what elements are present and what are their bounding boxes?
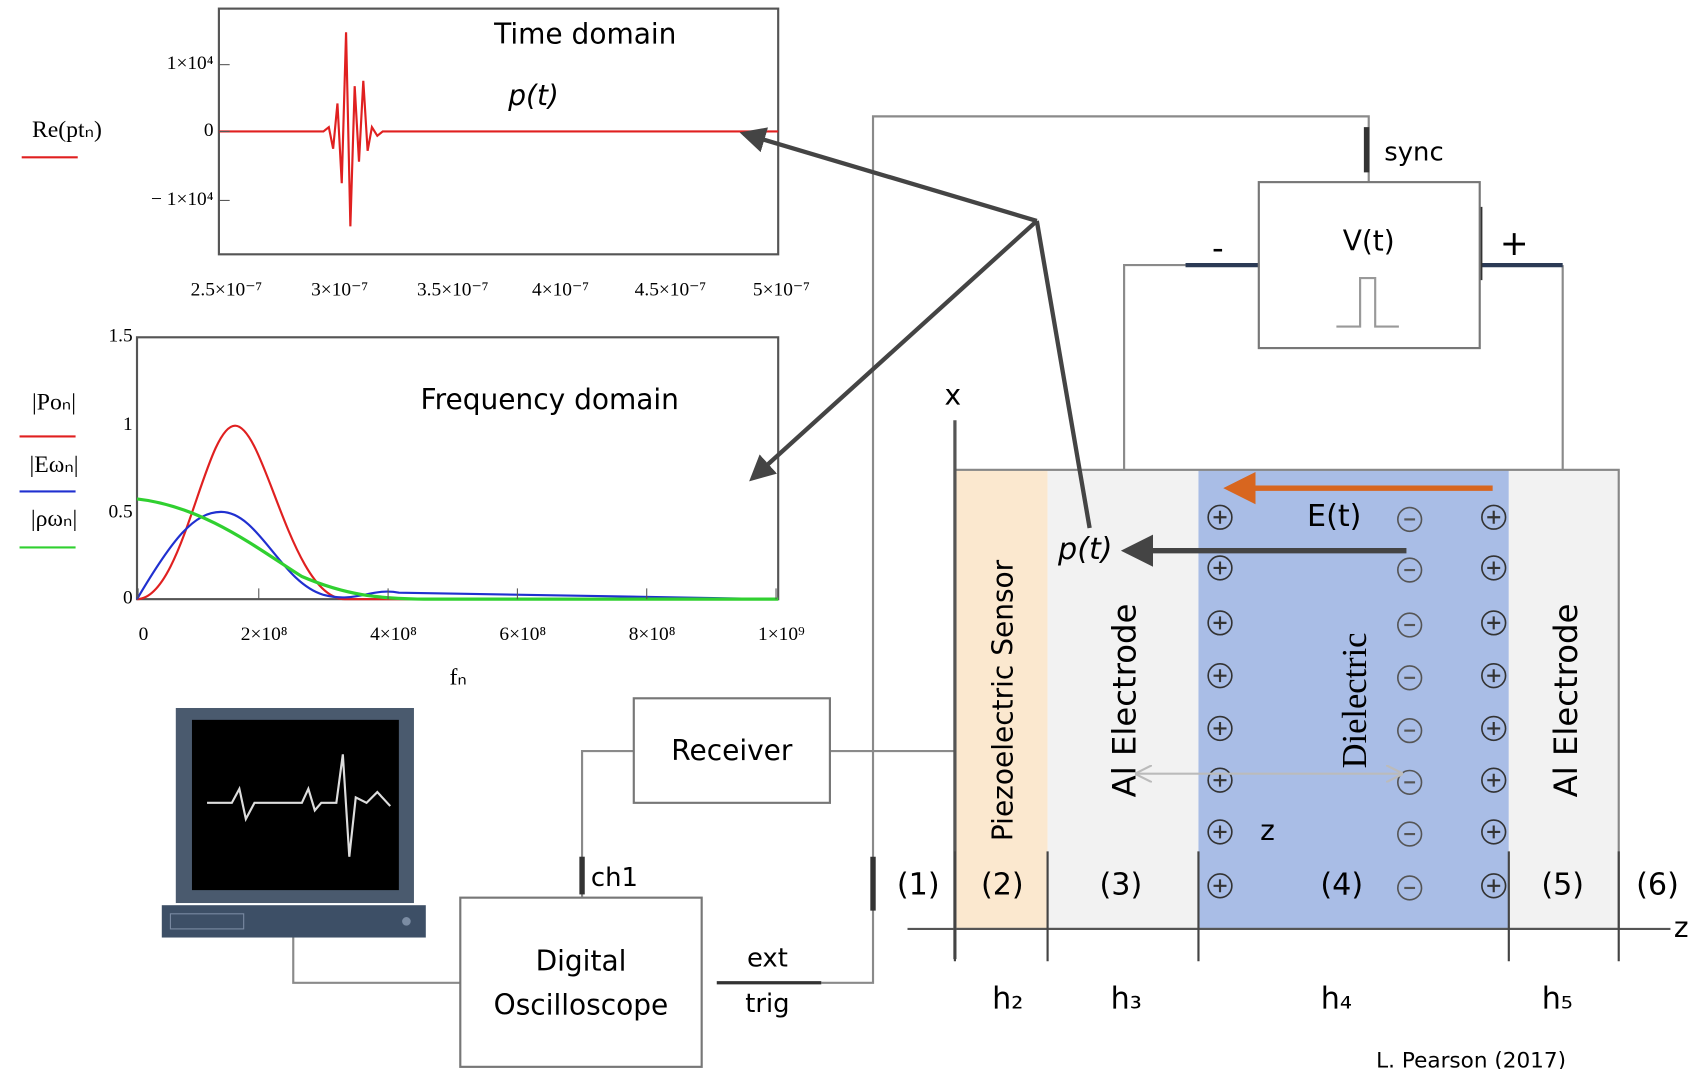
ch1-label: ch1 bbox=[591, 863, 638, 893]
arrow bbox=[744, 134, 1037, 221]
ext-label: ext bbox=[747, 944, 788, 974]
pressure-label: p(t) bbox=[1057, 532, 1113, 567]
x-tick-label: 4.5×10⁻⁷ bbox=[635, 279, 707, 300]
x-tick-label: 4×10⁸ bbox=[370, 624, 417, 645]
curve-label: p(t) bbox=[507, 79, 559, 112]
credit: L. Pearson (2017) bbox=[1376, 1048, 1566, 1069]
x-tick-label: 0 bbox=[139, 624, 149, 645]
region-label: (2) bbox=[981, 867, 1024, 902]
x-tick-label: 3.5×10⁻⁷ bbox=[417, 279, 489, 300]
y-tick-label: 0.5 bbox=[108, 501, 132, 522]
diagram: Time domain p(t) Re(ptₙ) 1×10⁴ 0 − 1×10⁴ 2.… bbox=[0, 0, 1690, 1069]
y-tick-label: 0 bbox=[204, 120, 214, 141]
oscilloscope-box bbox=[460, 898, 701, 1067]
x-tick-label: 8×10⁸ bbox=[629, 624, 676, 645]
laptop-icon bbox=[162, 708, 426, 938]
x-tick-label: 5×10⁻⁷ bbox=[753, 279, 810, 300]
x-label: fₙ bbox=[449, 664, 466, 690]
layer-label: Al Electrode bbox=[1547, 604, 1585, 798]
time-plot: Time domain p(t) Re(ptₙ) 1×10⁴ 0 − 1×10⁴ 2.… bbox=[22, 9, 810, 301]
freq-plot: Frequency domain |Poₙ| |Eωₙ| |ρωₙ| fₙ 1.… bbox=[20, 326, 805, 691]
thickness-label: h₄ bbox=[1321, 982, 1352, 1017]
thickness-label: h₃ bbox=[1111, 982, 1142, 1017]
layer-label: Al Electrode bbox=[1105, 604, 1143, 798]
thickness-label: h₅ bbox=[1542, 982, 1573, 1017]
y-tick-label: 1.5 bbox=[108, 326, 132, 347]
y-label: |Poₙ| bbox=[32, 390, 76, 416]
y-label: |Eωₙ| bbox=[30, 452, 79, 478]
region-label: (4) bbox=[1320, 867, 1363, 902]
y-label: Re(ptₙ) bbox=[32, 117, 102, 143]
time-curve bbox=[219, 32, 778, 226]
x-tick-label: 6×10⁸ bbox=[499, 624, 546, 645]
oscilloscope-label: Oscilloscope bbox=[494, 988, 669, 1021]
trig-label: trig bbox=[745, 989, 789, 1019]
plot-title: Time domain bbox=[493, 18, 676, 51]
screen bbox=[192, 720, 399, 890]
region-label: (5) bbox=[1541, 867, 1584, 902]
region-label: (3) bbox=[1100, 867, 1143, 902]
y-tick-label: 0 bbox=[123, 588, 133, 609]
blue-curve bbox=[137, 512, 778, 599]
x-tick-label: 2×10⁸ bbox=[241, 624, 288, 645]
arrow bbox=[752, 221, 1036, 479]
sample: (1) (2) (3) (4) (5) (6) h₂ h₃ h₄ h₅ x z Piezoelec… bbox=[897, 379, 1689, 1017]
plot-title: Frequency domain bbox=[421, 383, 679, 416]
x-tick-label: 1×10⁹ bbox=[758, 624, 805, 645]
y-tick-label: 1×10⁴ bbox=[167, 53, 214, 74]
thickness-label: h₂ bbox=[992, 982, 1023, 1017]
source-label: V(t) bbox=[1343, 224, 1395, 257]
red-curve bbox=[137, 426, 778, 599]
source-box bbox=[1259, 182, 1480, 348]
minus-label: - bbox=[1212, 229, 1224, 267]
y-tick-label: − 1×10⁴ bbox=[151, 189, 214, 210]
x-tick-label: 3×10⁻⁷ bbox=[311, 279, 368, 300]
field-label: E(t) bbox=[1307, 499, 1361, 534]
z-label: z bbox=[1260, 814, 1275, 847]
layer-label: Dielectric bbox=[1336, 633, 1374, 769]
y-tick-label: 1 bbox=[123, 414, 133, 435]
base bbox=[162, 905, 426, 937]
x-axis-label: x bbox=[944, 379, 961, 412]
z-axis-label: z bbox=[1674, 911, 1689, 944]
x-tick-label: 2.5×10⁻⁷ bbox=[191, 279, 263, 300]
plot-frame bbox=[137, 337, 778, 599]
layer-label: Piezoelectric Sensor bbox=[986, 559, 1019, 841]
sync-label: sync bbox=[1384, 138, 1443, 168]
page: Time domain p(t) Re(ptₙ) 1×10⁴ 0 − 1×10⁴ 2.… bbox=[0, 0, 1690, 1069]
region-label: (1) bbox=[897, 867, 940, 902]
plus-label: + bbox=[1500, 224, 1529, 264]
receiver-label: Receiver bbox=[671, 734, 793, 767]
region-label: (6) bbox=[1636, 867, 1679, 902]
x-tick-label: 4×10⁻⁷ bbox=[532, 279, 589, 300]
y-label: |ρωₙ| bbox=[31, 506, 77, 532]
led bbox=[402, 917, 411, 926]
oscilloscope-label: Digital bbox=[536, 944, 627, 977]
